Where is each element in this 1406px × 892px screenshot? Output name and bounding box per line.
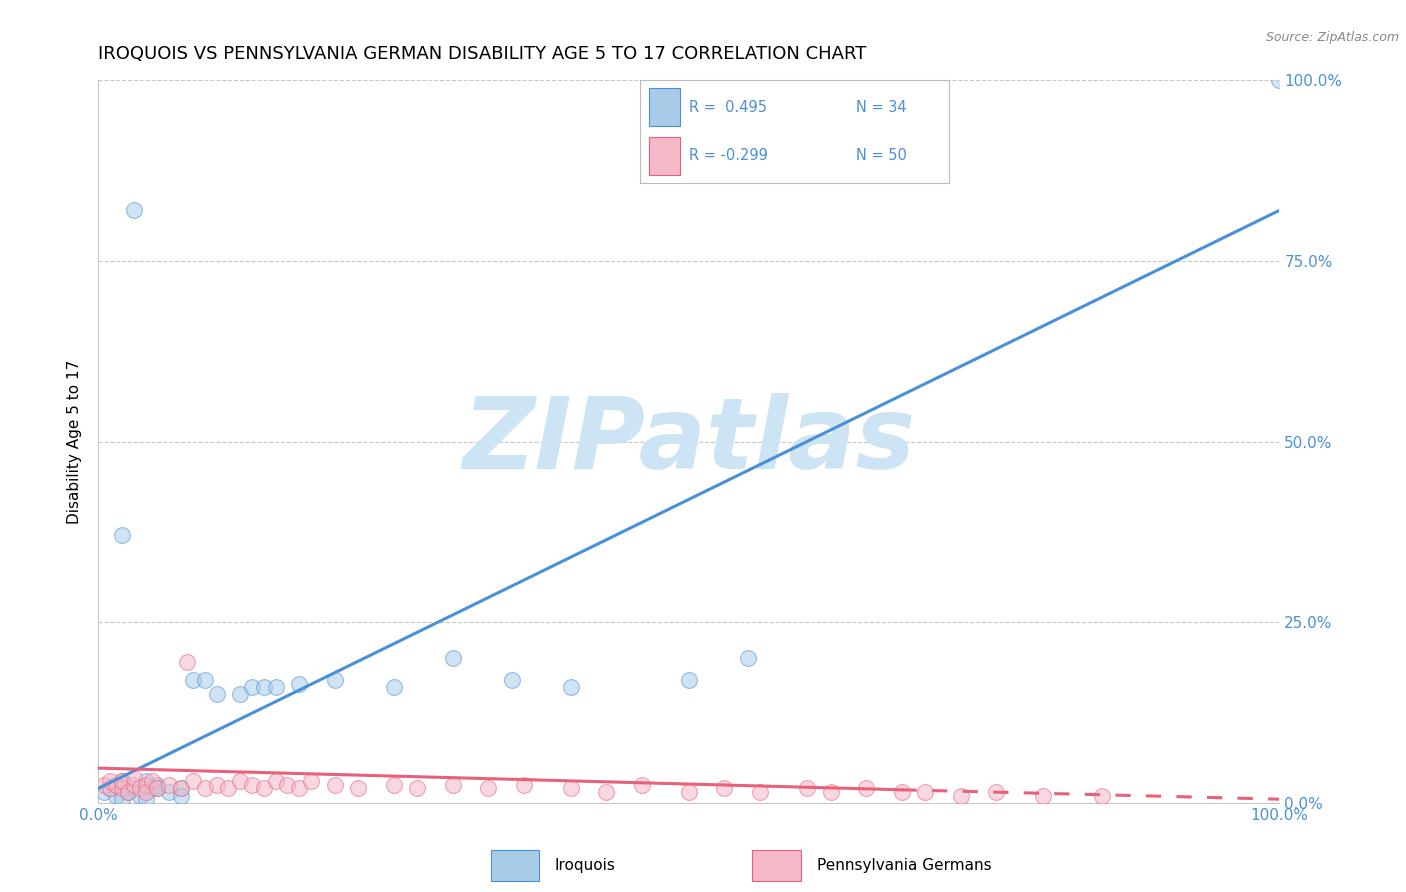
Point [181,774,204,789]
Point [595,785,617,799]
Text: Pennsylvania Germans: Pennsylvania Germans [817,858,991,872]
Text: IROQUOIS VS PENNSYLVANIA GERMAN DISABILITY AGE 5 TO 17 CORRELATION CHART: IROQUOIS VS PENNSYLVANIA GERMAN DISABILI… [98,45,866,63]
Point [141,774,163,789]
Point [122,771,145,785]
Point [441,778,464,792]
Point [122,781,145,796]
Point [382,778,405,792]
Point [181,673,204,687]
Point [748,785,770,799]
Text: ZIPatlas: ZIPatlas [463,393,915,490]
Text: N = 34: N = 34 [856,100,907,115]
Point [253,781,276,796]
Point [170,781,193,796]
Point [205,778,228,792]
Point [347,781,370,796]
FancyBboxPatch shape [491,849,538,881]
Point [678,673,700,687]
Point [217,781,239,796]
Point [264,774,287,789]
Point [1268,73,1291,87]
Point [93,785,115,799]
Point [560,680,582,694]
Point [264,680,287,694]
Point [855,781,877,796]
Point [253,680,276,694]
Point [229,774,252,789]
Point [678,785,700,799]
Point [111,781,134,796]
Point [111,792,134,806]
Point [98,774,121,789]
Point [93,778,115,792]
Point [170,789,193,803]
Point [323,673,346,687]
Point [146,781,169,796]
Point [796,781,818,796]
Point [288,676,311,690]
Point [560,781,582,796]
Point [229,687,252,701]
Point [111,774,134,789]
Point [157,778,180,792]
Point [122,778,145,792]
Point [98,781,121,796]
Point [128,781,150,796]
Point [135,792,157,806]
Y-axis label: Disability Age 5 to 17: Disability Age 5 to 17 [67,359,83,524]
FancyBboxPatch shape [650,136,681,175]
Point [117,785,139,799]
Point [501,673,523,687]
Point [240,680,263,694]
Point [914,785,936,799]
Point [1032,789,1054,803]
Point [117,785,139,799]
Point [713,781,735,796]
Point [382,680,405,694]
Text: Iroquois: Iroquois [555,858,616,872]
Point [1091,789,1114,803]
Point [135,774,157,789]
Point [194,781,217,796]
Point [737,651,759,665]
Text: N = 50: N = 50 [856,148,907,163]
Point [512,778,534,792]
Text: R = -0.299: R = -0.299 [689,148,768,163]
Point [240,778,263,792]
Point [820,785,842,799]
Point [111,528,134,542]
FancyBboxPatch shape [650,88,681,127]
Point [276,778,298,792]
Point [194,673,217,687]
Point [128,789,150,803]
Point [141,781,163,796]
Point [170,781,193,796]
Point [111,774,134,789]
Point [135,778,157,792]
Point [157,785,180,799]
Point [105,778,128,792]
Point [441,651,464,665]
Point [135,785,157,799]
Point [146,781,169,796]
Point [949,789,972,803]
FancyBboxPatch shape [752,849,800,881]
Point [406,781,429,796]
Text: R =  0.495: R = 0.495 [689,100,768,115]
Point [122,203,145,218]
Point [105,789,128,803]
Point [890,785,912,799]
Point [299,774,322,789]
Point [205,687,228,701]
Point [146,778,169,792]
Text: Source: ZipAtlas.com: Source: ZipAtlas.com [1265,31,1399,45]
Point [288,781,311,796]
Point [98,781,121,796]
Point [323,778,346,792]
Point [477,781,499,796]
Point [984,785,1007,799]
Point [176,655,198,669]
Point [630,778,652,792]
